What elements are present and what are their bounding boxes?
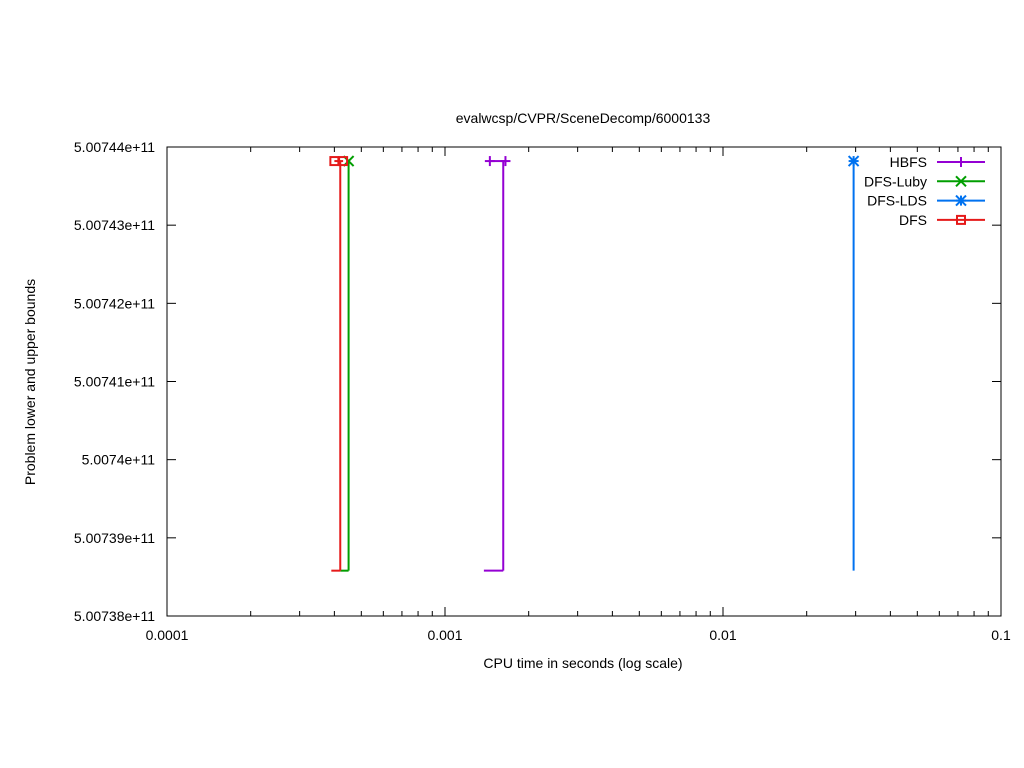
y-tick-label: 5.00741e+11 [74, 374, 155, 390]
series-dfs-luby [340, 155, 355, 572]
x-axis-label: CPU time in seconds (log scale) [483, 655, 682, 671]
series-point [500, 156, 511, 167]
plot-frame [166, 146, 1002, 617]
legend-label: HBFS [890, 154, 927, 170]
x-tick-label: 0.001 [427, 627, 462, 643]
y-axis-label: Problem lower and upper bounds [22, 279, 38, 485]
y-tick-label: 5.0074e+11 [82, 452, 156, 468]
legend-marker [955, 175, 967, 188]
legend-marker [956, 157, 966, 167]
x-tick-label: 0.1 [991, 627, 1011, 643]
legend-marker [956, 214, 966, 225]
y-tick-label: 5.00738e+11 [74, 608, 155, 624]
legend-label: DFS-LDS [867, 193, 927, 209]
y-tick-label: 5.00743e+11 [74, 217, 155, 233]
series-dfs-lds [847, 155, 860, 571]
y-tick-label: 5.00739e+11 [74, 530, 155, 546]
series-hbfs [483, 156, 511, 572]
plot-series [329, 155, 860, 572]
x-tick-label: 0.01 [709, 627, 736, 643]
legend-entry: HBFS [890, 154, 985, 170]
legend-label: DFS-Luby [864, 173, 927, 189]
y-tick-label: 5.00744e+11 [74, 139, 155, 155]
legend-entry: DFS-Luby [864, 173, 985, 189]
x-tick-label: 0.0001 [146, 627, 189, 643]
series-dfs [329, 156, 349, 572]
chart-title: evalwcsp/CVPR/SceneDecomp/6000133 [456, 110, 711, 126]
legend-entry: DFS-LDS [867, 193, 985, 209]
legend-entry: DFS [899, 212, 985, 228]
y-tick-label: 5.00742e+11 [74, 295, 155, 311]
legend-marker [955, 194, 967, 207]
axis-ticks [166, 146, 1002, 617]
tick-labels: 5.00738e+11 5.00739e+11 5.0074e+11 5.00741e… [74, 139, 1011, 643]
series-point [338, 156, 349, 167]
legend-label: DFS [899, 212, 927, 228]
series-point [484, 156, 495, 167]
series-point [847, 155, 860, 167]
legend: HBFS DFS-Luby DFS-LDS DFS [864, 154, 985, 228]
